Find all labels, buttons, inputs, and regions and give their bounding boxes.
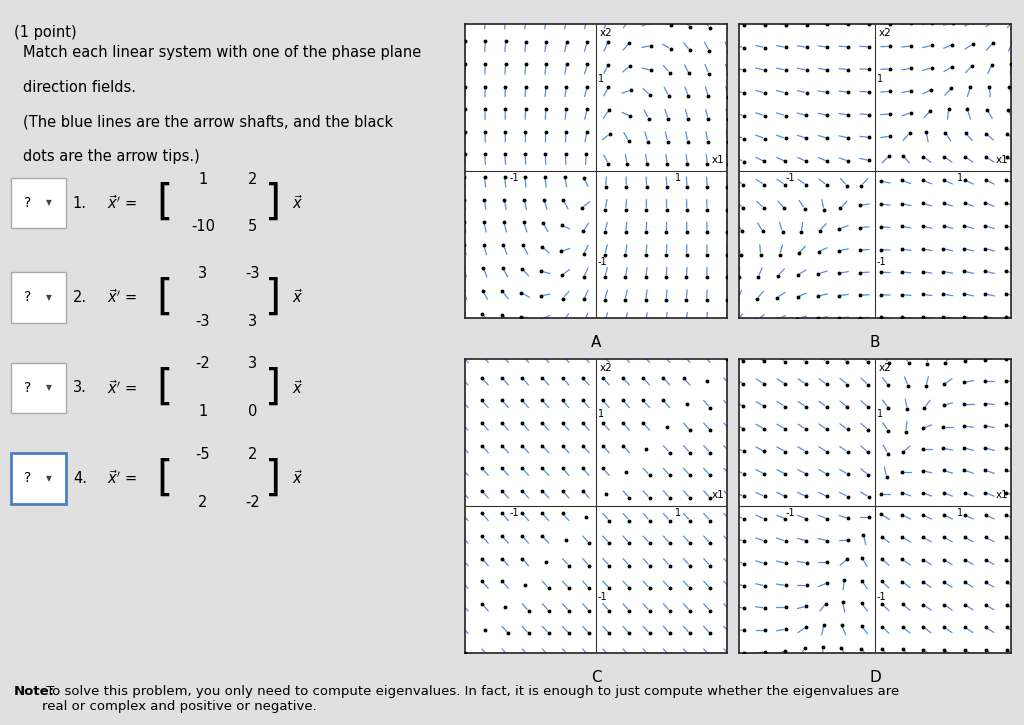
Text: 2: 2 [248,447,258,462]
Text: [: [ [156,367,172,409]
Text: -3: -3 [196,314,210,328]
Text: ?: ? [24,196,31,210]
Text: 2.: 2. [73,290,87,304]
Text: x2: x2 [599,28,612,38]
Text: 1.: 1. [73,196,87,210]
Text: 3.: 3. [73,381,87,395]
Text: -1: -1 [877,592,887,602]
Text: 1: 1 [877,74,883,84]
Text: ▼: ▼ [46,384,52,392]
Text: -1: -1 [509,173,519,183]
Text: -10: -10 [190,220,215,234]
Text: ?: ? [24,290,31,304]
Text: Match each linear system with one of the phase plane: Match each linear system with one of the… [23,45,421,60]
Text: ]: ] [265,276,282,318]
Text: direction fields.: direction fields. [23,80,136,95]
Text: $\vec{x}$: $\vec{x}$ [292,289,303,306]
FancyBboxPatch shape [11,178,67,228]
Text: x1: x1 [995,490,1009,500]
Text: B: B [869,335,881,350]
Text: 4.: 4. [73,471,87,486]
FancyBboxPatch shape [11,453,67,504]
Text: -1: -1 [598,257,607,268]
Text: [: [ [156,276,172,318]
Text: x1: x1 [712,490,725,500]
Text: -2: -2 [196,357,210,371]
Text: x2: x2 [879,28,891,38]
Text: 0: 0 [248,405,258,419]
Text: ?: ? [24,471,31,486]
Text: 2: 2 [198,495,208,510]
Text: ▼: ▼ [46,474,52,483]
FancyBboxPatch shape [11,362,67,413]
Text: C: C [591,670,601,685]
Text: x1: x1 [995,155,1009,165]
Text: -2: -2 [246,495,260,510]
Text: $\vec{x}$: $\vec{x}$ [292,194,303,212]
Text: [: [ [156,182,172,224]
FancyBboxPatch shape [11,272,67,323]
Text: 1: 1 [675,507,681,518]
Text: 3: 3 [249,357,257,371]
Text: ?: ? [24,381,31,395]
Text: x1: x1 [712,155,725,165]
Text: -5: -5 [196,447,210,462]
Text: 1: 1 [199,405,208,419]
Text: 3: 3 [249,314,257,328]
Text: ]: ] [265,457,282,500]
Text: -1: -1 [785,173,795,183]
Text: [: [ [156,457,172,500]
Text: ]: ] [265,182,282,224]
Text: x2: x2 [879,362,891,373]
Text: ▼: ▼ [46,293,52,302]
Text: $\vec{x}'$ =: $\vec{x}'$ = [108,194,137,212]
Text: $\vec{x}'$ =: $\vec{x}'$ = [108,289,137,306]
Text: -1: -1 [877,257,887,268]
Text: ]: ] [265,367,282,409]
Text: 1: 1 [199,172,208,186]
Text: A: A [591,335,601,350]
Text: 1: 1 [877,409,883,419]
Text: 1: 1 [956,173,963,183]
Text: $\vec{x}$: $\vec{x}$ [292,470,303,487]
Text: dots are the arrow tips.): dots are the arrow tips.) [23,149,200,165]
Text: 1: 1 [675,173,681,183]
Text: Note:: Note: [13,685,54,698]
Text: -1: -1 [598,592,607,602]
Text: 1: 1 [598,409,604,419]
Text: 5: 5 [248,220,257,234]
Text: $\vec{x}'$ =: $\vec{x}'$ = [108,379,137,397]
Text: 1: 1 [956,507,963,518]
Text: $\vec{x}$: $\vec{x}$ [292,379,303,397]
Text: To solve this problem, you only need to compute eigenvalues. In fact, it is enou: To solve this problem, you only need to … [42,685,899,713]
Text: -1: -1 [785,507,795,518]
Text: 1: 1 [598,74,604,84]
Text: $\vec{x}'$ =: $\vec{x}'$ = [108,470,137,487]
Text: -3: -3 [246,266,260,281]
Text: 2: 2 [248,172,258,186]
Text: D: D [869,670,881,685]
Text: (The blue lines are the arrow shafts, and the black: (The blue lines are the arrow shafts, an… [23,115,393,130]
Text: x2: x2 [599,362,612,373]
Text: -1: -1 [509,507,519,518]
Text: (1 point): (1 point) [13,25,77,41]
Text: ▼: ▼ [46,199,52,207]
Text: 3: 3 [199,266,207,281]
